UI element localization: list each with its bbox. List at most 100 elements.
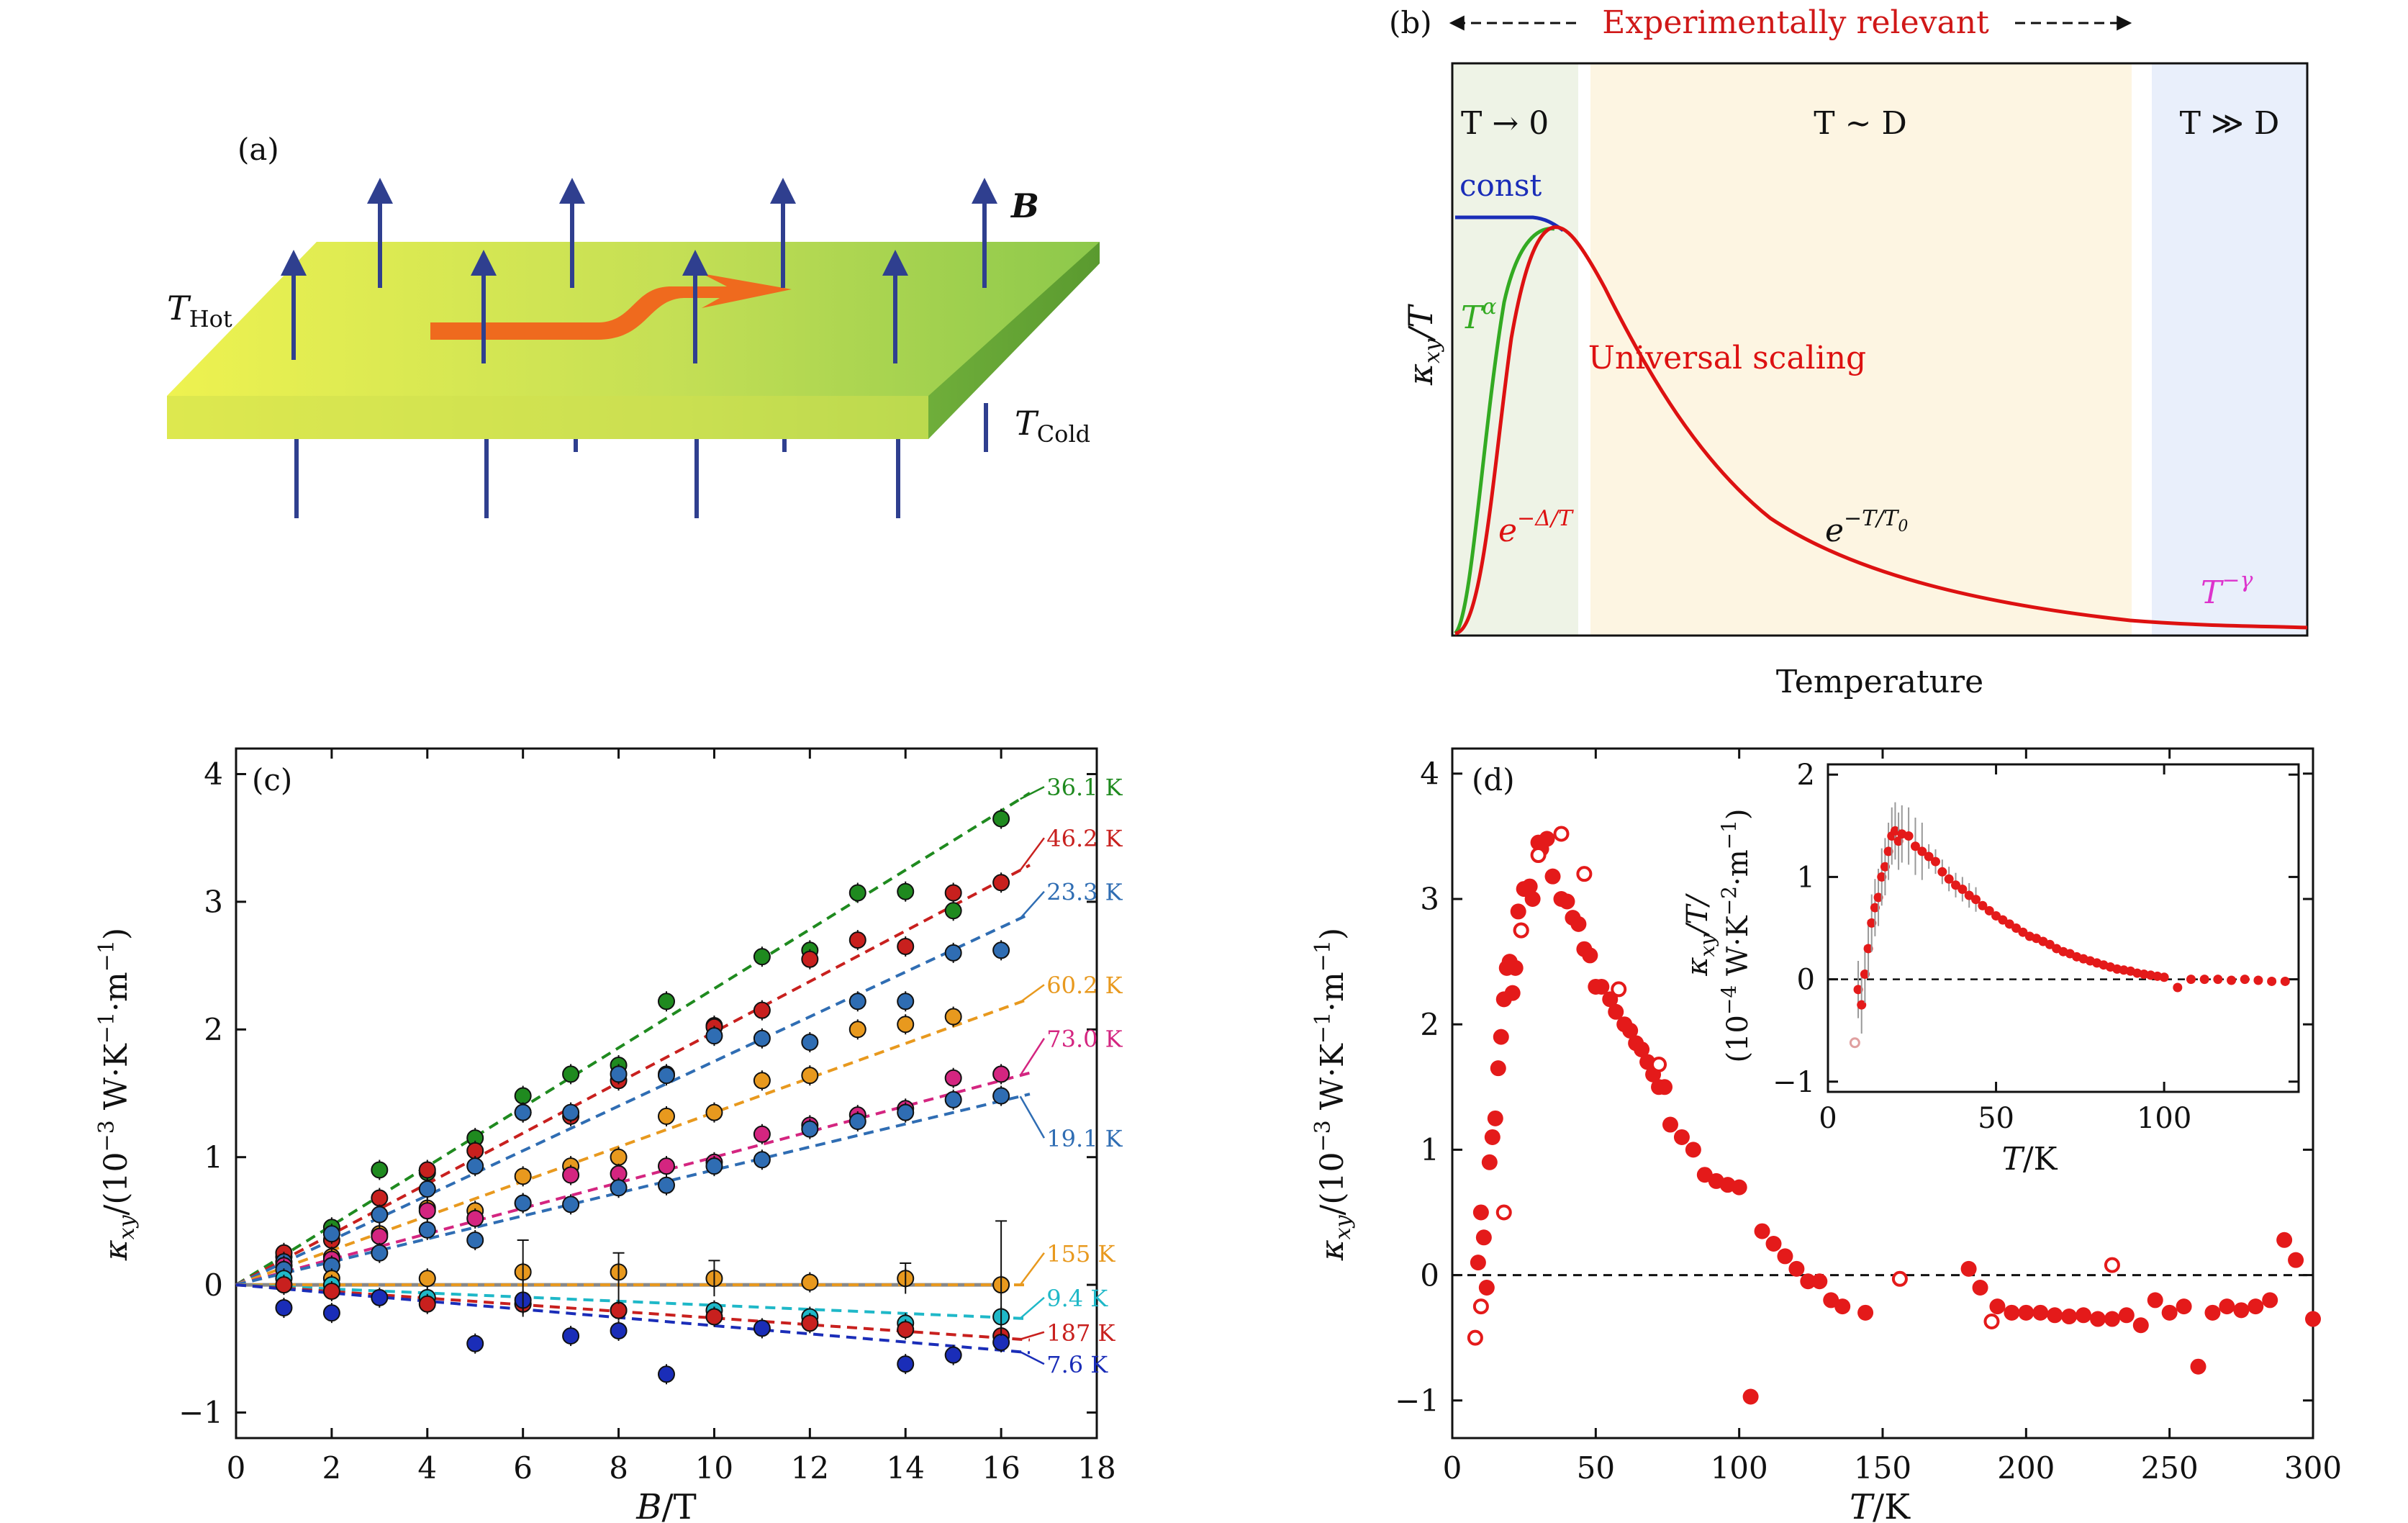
data-point <box>2045 939 2055 949</box>
data-point <box>1559 893 1575 910</box>
t-hot-label: THot <box>167 289 232 333</box>
data-point <box>1863 944 1873 954</box>
panel-b: (b) Experimentally relevant T → 0 T ~ D … <box>1389 4 2309 700</box>
data-point <box>1570 916 1587 932</box>
data-point <box>848 1021 866 1039</box>
data-point <box>2159 972 2169 982</box>
panel-c-series-labels: 36.1 K 46.2 K 23.3 K 60.2 K 73.0 K 19.1 K 155 … <box>1019 774 1123 1378</box>
x-tick-label: 0 <box>1819 1102 1837 1135</box>
x-tick-label: 0 <box>227 1450 246 1486</box>
label-leader <box>1019 1038 1045 1076</box>
panel-d-points <box>1467 826 2321 1405</box>
series-label: 7.6 K <box>1046 1351 1108 1378</box>
data-point <box>753 1125 771 1143</box>
data-point <box>610 1179 628 1197</box>
data-point <box>466 1157 484 1175</box>
data-point <box>2253 975 2263 985</box>
data-point <box>1504 985 1521 1001</box>
field-lines-upper <box>281 178 997 363</box>
y-tick-label: 0 <box>204 1267 223 1303</box>
data-point <box>2018 927 2028 937</box>
label-leader <box>1020 786 1045 800</box>
data-point <box>2047 1307 2063 1324</box>
data-point <box>992 941 1010 959</box>
data-point <box>1487 1110 1503 1126</box>
tgamma-label: T−γ <box>2201 568 2253 611</box>
const-label: const <box>1459 168 1542 203</box>
data-point <box>2233 1302 2250 1319</box>
data-point <box>1904 831 1914 841</box>
t-cold-label: TCold <box>1015 404 1090 448</box>
data-point <box>2004 919 2014 929</box>
data-point <box>2004 1304 2020 1321</box>
data-point <box>1754 1223 1770 1239</box>
data-point <box>897 937 915 955</box>
slab-side <box>928 242 1100 439</box>
panel-d-ylabel: κxy/(10−3 W·K−1·m−1) <box>1311 928 1356 1261</box>
field-lines-lower <box>294 403 988 518</box>
data-point <box>1475 1229 1492 1246</box>
data-point <box>1944 874 1954 884</box>
inset-xlabel: T/K <box>2001 1141 2058 1178</box>
series-label: 155 K <box>1046 1240 1115 1267</box>
region-high-label: T ≫ D <box>2180 105 2280 142</box>
data-point <box>897 993 915 1011</box>
data-point <box>897 1355 915 1373</box>
data-point <box>658 1365 675 1383</box>
data-point <box>1673 1129 1690 1145</box>
data-point <box>992 1333 1010 1351</box>
data-point <box>1870 903 1880 913</box>
inset-ylabel-line2: (10−4 W·K−2·m−1) <box>1717 808 1755 1062</box>
data-point <box>1472 1204 1489 1221</box>
data-point <box>1937 867 1947 877</box>
data-point <box>1478 1279 1495 1296</box>
panel-d-label: (d) <box>1472 762 1515 797</box>
data-point <box>2280 976 2290 986</box>
data-point <box>801 1034 819 1052</box>
universal-label: Universal scaling <box>1588 340 1866 376</box>
data-point <box>514 1194 532 1212</box>
x-tick-label: 10 <box>695 1450 733 1486</box>
y-tick-label: 4 <box>1420 756 1439 792</box>
data-point-open <box>2104 1257 2120 1273</box>
data-point <box>658 993 675 1011</box>
data-point <box>610 1148 628 1166</box>
data-point <box>371 1206 389 1224</box>
data-point <box>322 1225 340 1243</box>
data-point <box>1593 978 1610 995</box>
data-point <box>1964 890 1974 900</box>
data-point <box>801 1273 819 1291</box>
data-point <box>2173 982 2183 993</box>
data-point <box>1989 1298 2006 1315</box>
data-point <box>753 1072 771 1090</box>
x-tick-label: 50 <box>1577 1450 1615 1486</box>
data-point <box>1490 1060 1506 1077</box>
data-point <box>418 1295 436 1313</box>
data-point <box>371 1189 389 1207</box>
fit-line <box>235 864 1031 1286</box>
x-tick-label: 4 <box>417 1450 437 1486</box>
data-point <box>1930 857 1940 867</box>
data-point <box>848 931 866 949</box>
data-point <box>562 1103 580 1121</box>
y-tick-label: 0 <box>1797 964 1815 997</box>
data-point <box>705 1027 723 1045</box>
panel-c-ylabel: κxy/(10−3 W·K−1·m−1) <box>94 928 140 1261</box>
data-point <box>848 1113 866 1131</box>
y-tick-label: 2 <box>1797 759 1815 792</box>
slab-front <box>167 396 928 439</box>
data-point <box>2219 1298 2235 1315</box>
data-point <box>2018 1304 2034 1321</box>
data-point <box>753 1319 771 1337</box>
y-tick-label: 3 <box>204 885 223 920</box>
inset-frame <box>1827 763 2300 1093</box>
panel-c-fit-lines <box>235 792 1031 1355</box>
data-point <box>1507 959 1524 976</box>
label-leader <box>1019 890 1045 919</box>
data-point <box>1470 1255 1486 1271</box>
data-point <box>418 1270 436 1288</box>
data-point <box>1777 1248 1793 1265</box>
x-tick-label: 2 <box>322 1450 342 1486</box>
data-point <box>992 810 1010 828</box>
